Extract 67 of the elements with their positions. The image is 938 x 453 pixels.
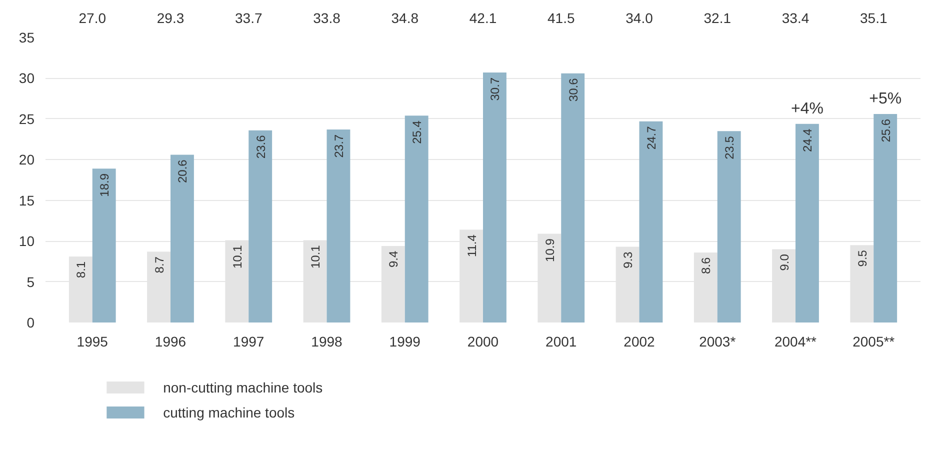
y-tick-label: 35 <box>18 30 35 46</box>
bar <box>170 154 194 322</box>
data-label: 8.7 <box>152 256 166 274</box>
data-label: 25.6 <box>878 118 893 142</box>
bar <box>483 72 506 322</box>
bar <box>639 121 663 322</box>
data-label: 25.4 <box>410 120 424 144</box>
data-label: 23.5 <box>722 136 737 160</box>
y-tick-label: 10 <box>18 233 35 250</box>
legend-label: cutting machine tools <box>163 404 295 420</box>
data-label: 30.6 <box>566 78 580 102</box>
data-label: 9.3 <box>621 251 636 268</box>
text: 33.8 <box>313 10 341 26</box>
bar <box>326 130 350 322</box>
annotation: +4% <box>790 100 824 118</box>
data-label: 11.4 <box>464 234 479 258</box>
text: 41.5 <box>548 10 575 26</box>
y-tick-label: 15 <box>18 192 35 208</box>
data-label: 10.9 <box>542 238 557 262</box>
data-label: 23.6 <box>254 134 268 159</box>
data-label: 10.1 <box>308 244 323 268</box>
data-label: 24.7 <box>644 126 658 150</box>
x-tick-label: 1998 <box>311 334 343 350</box>
text: 27.0 <box>78 10 106 26</box>
x-tick-label: 1995 <box>76 334 108 350</box>
data-label: 8.6 <box>699 257 714 274</box>
bar <box>561 73 585 322</box>
x-tick-label: 2005** <box>852 334 896 350</box>
data-label: 20.6 <box>176 159 190 183</box>
text: 35.1 <box>860 10 888 26</box>
text: 42.1 <box>469 10 497 26</box>
data-label: 9.4 <box>386 250 401 268</box>
bar <box>717 131 741 322</box>
text: 32.1 <box>704 10 732 26</box>
y-tick-label: 20 <box>18 152 35 168</box>
y-tick-label: 5 <box>26 274 35 290</box>
text: 29.3 <box>156 10 184 26</box>
x-tick-label: 2003* <box>699 334 736 350</box>
legend-label: non-cutting machine tools <box>163 380 323 396</box>
x-tick-label: 2000 <box>467 334 499 350</box>
data-label: 30.7 <box>488 77 502 101</box>
bar <box>796 124 819 322</box>
data-label: 23.7 <box>332 134 346 158</box>
data-label: 9.0 <box>777 254 792 271</box>
x-tick-label: 2001 <box>546 334 577 350</box>
x-tick-label: 1999 <box>389 334 421 350</box>
x-tick-label: 1996 <box>154 334 186 350</box>
bar <box>874 114 898 322</box>
x-tick-label: 2004** <box>774 334 818 350</box>
x-tick-label: 1997 <box>233 334 264 350</box>
text: 34.0 <box>626 10 654 26</box>
text: 34.8 <box>391 10 419 26</box>
bar <box>404 116 428 322</box>
text: 33.4 <box>782 10 810 26</box>
data-label: 24.4 <box>800 128 815 152</box>
data-label: 10.1 <box>230 244 244 268</box>
data-label: 8.1 <box>74 261 88 278</box>
data-label: 18.9 <box>98 173 112 197</box>
y-tick-label: 25 <box>18 110 35 127</box>
x-tick-label: 2002 <box>624 334 656 350</box>
data-label: 9.5 <box>855 250 870 267</box>
y-tick-label: 30 <box>18 70 35 86</box>
y-tick-label: 0 <box>26 314 35 330</box>
text: 33.7 <box>235 10 262 26</box>
bar <box>248 130 272 322</box>
bar <box>92 168 116 322</box>
annotation: +5% <box>869 90 902 108</box>
